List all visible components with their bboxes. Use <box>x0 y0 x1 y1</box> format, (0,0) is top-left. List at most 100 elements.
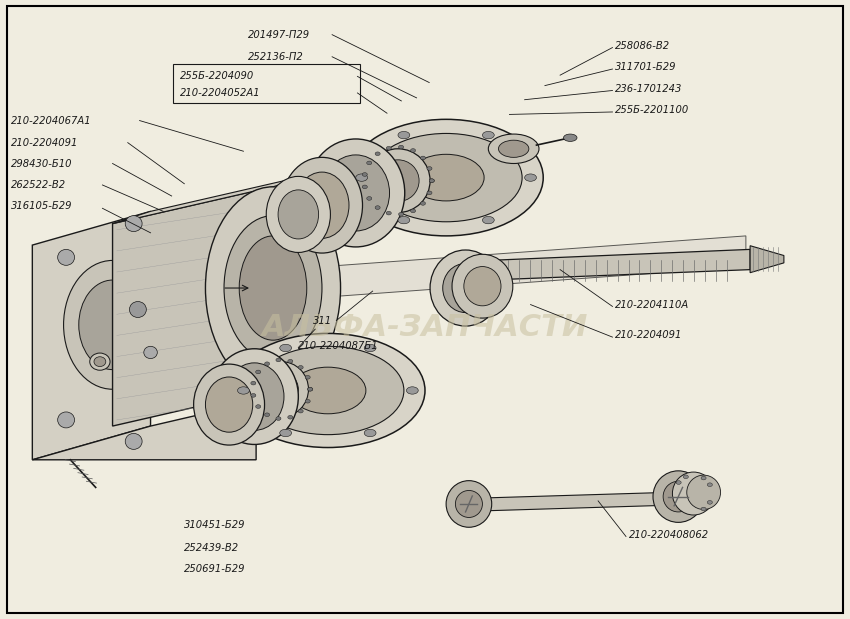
Ellipse shape <box>79 280 146 370</box>
Ellipse shape <box>224 215 322 360</box>
Text: 210-2204087Б1: 210-2204087Б1 <box>298 341 379 352</box>
Ellipse shape <box>406 387 418 394</box>
Text: 210-2204110А: 210-2204110А <box>615 300 689 310</box>
Polygon shape <box>489 492 670 511</box>
Polygon shape <box>155 236 746 310</box>
Ellipse shape <box>687 475 721 509</box>
Ellipse shape <box>281 157 362 253</box>
Ellipse shape <box>94 357 105 366</box>
Ellipse shape <box>707 501 712 504</box>
Ellipse shape <box>349 119 543 236</box>
Ellipse shape <box>707 483 712 487</box>
Text: 201497-П29: 201497-П29 <box>247 30 309 40</box>
Ellipse shape <box>672 472 715 515</box>
Ellipse shape <box>498 140 529 157</box>
Polygon shape <box>489 249 750 280</box>
Text: 210-2204091: 210-2204091 <box>615 331 683 340</box>
Text: 311: 311 <box>313 316 332 326</box>
Ellipse shape <box>427 191 432 195</box>
Text: 255Б-2201100: 255Б-2201100 <box>615 105 689 115</box>
Text: 252439-В2: 252439-В2 <box>184 542 240 553</box>
Ellipse shape <box>280 344 292 352</box>
Text: 311701-Б29: 311701-Б29 <box>615 62 677 72</box>
Text: 255Б-2204090: 255Б-2204090 <box>180 71 254 81</box>
Ellipse shape <box>129 301 146 318</box>
Ellipse shape <box>276 417 281 420</box>
Ellipse shape <box>266 176 331 253</box>
Ellipse shape <box>429 179 434 183</box>
Text: 252136-П2: 252136-П2 <box>247 52 303 62</box>
Text: 316105-Б29: 316105-Б29 <box>11 201 73 212</box>
Ellipse shape <box>399 145 404 149</box>
Ellipse shape <box>264 413 269 417</box>
Ellipse shape <box>398 131 410 139</box>
Ellipse shape <box>290 367 366 413</box>
Ellipse shape <box>564 134 577 141</box>
Ellipse shape <box>399 212 404 216</box>
Ellipse shape <box>264 362 269 366</box>
Text: АЛЬФА-ЗАПЧАСТИ: АЛЬФА-ЗАПЧАСТИ <box>262 313 588 342</box>
Ellipse shape <box>278 190 319 239</box>
Ellipse shape <box>375 152 380 155</box>
Ellipse shape <box>377 160 419 202</box>
Text: 210-220408062: 210-220408062 <box>629 530 710 540</box>
Ellipse shape <box>663 481 694 512</box>
Ellipse shape <box>362 185 367 189</box>
Ellipse shape <box>653 471 704 522</box>
Ellipse shape <box>456 490 483 517</box>
Ellipse shape <box>430 250 501 326</box>
Ellipse shape <box>251 394 256 397</box>
Text: 236-1701243: 236-1701243 <box>615 84 683 93</box>
Ellipse shape <box>307 139 405 247</box>
Text: 258086-В2: 258086-В2 <box>615 41 670 51</box>
Ellipse shape <box>194 364 264 445</box>
Ellipse shape <box>370 134 522 222</box>
Ellipse shape <box>206 187 341 389</box>
Ellipse shape <box>308 387 313 391</box>
Text: 250691-Б29: 250691-Б29 <box>184 564 246 574</box>
Ellipse shape <box>411 149 416 152</box>
Text: 210-2204052А1: 210-2204052А1 <box>180 88 261 98</box>
Ellipse shape <box>443 264 489 313</box>
Ellipse shape <box>144 346 157 358</box>
Ellipse shape <box>225 363 284 430</box>
Ellipse shape <box>362 173 367 176</box>
Polygon shape <box>750 246 784 273</box>
Ellipse shape <box>683 475 689 478</box>
Ellipse shape <box>251 381 256 385</box>
Ellipse shape <box>288 415 293 419</box>
Ellipse shape <box>483 131 494 139</box>
Ellipse shape <box>58 412 75 428</box>
Ellipse shape <box>421 202 426 206</box>
Ellipse shape <box>364 430 376 436</box>
Polygon shape <box>32 211 150 460</box>
Ellipse shape <box>288 360 293 363</box>
Ellipse shape <box>421 156 426 160</box>
Polygon shape <box>32 402 256 460</box>
Ellipse shape <box>701 476 706 480</box>
Ellipse shape <box>239 236 307 340</box>
Ellipse shape <box>366 149 430 212</box>
Ellipse shape <box>125 433 142 449</box>
Polygon shape <box>112 175 311 223</box>
Ellipse shape <box>366 161 371 165</box>
Ellipse shape <box>254 361 309 417</box>
Ellipse shape <box>411 209 416 213</box>
Ellipse shape <box>386 211 391 215</box>
Ellipse shape <box>58 249 75 266</box>
Ellipse shape <box>298 409 303 413</box>
Ellipse shape <box>408 154 484 201</box>
Ellipse shape <box>464 267 501 306</box>
Ellipse shape <box>356 174 367 181</box>
Text: 298430-Б10: 298430-Б10 <box>11 158 73 168</box>
Ellipse shape <box>305 376 310 379</box>
Ellipse shape <box>206 377 252 432</box>
Ellipse shape <box>446 480 491 527</box>
Text: 210-2204067А1: 210-2204067А1 <box>11 116 92 126</box>
Ellipse shape <box>256 370 261 374</box>
Ellipse shape <box>305 399 310 403</box>
Ellipse shape <box>429 179 434 183</box>
Ellipse shape <box>701 507 706 511</box>
Ellipse shape <box>295 172 349 238</box>
Ellipse shape <box>256 405 261 409</box>
